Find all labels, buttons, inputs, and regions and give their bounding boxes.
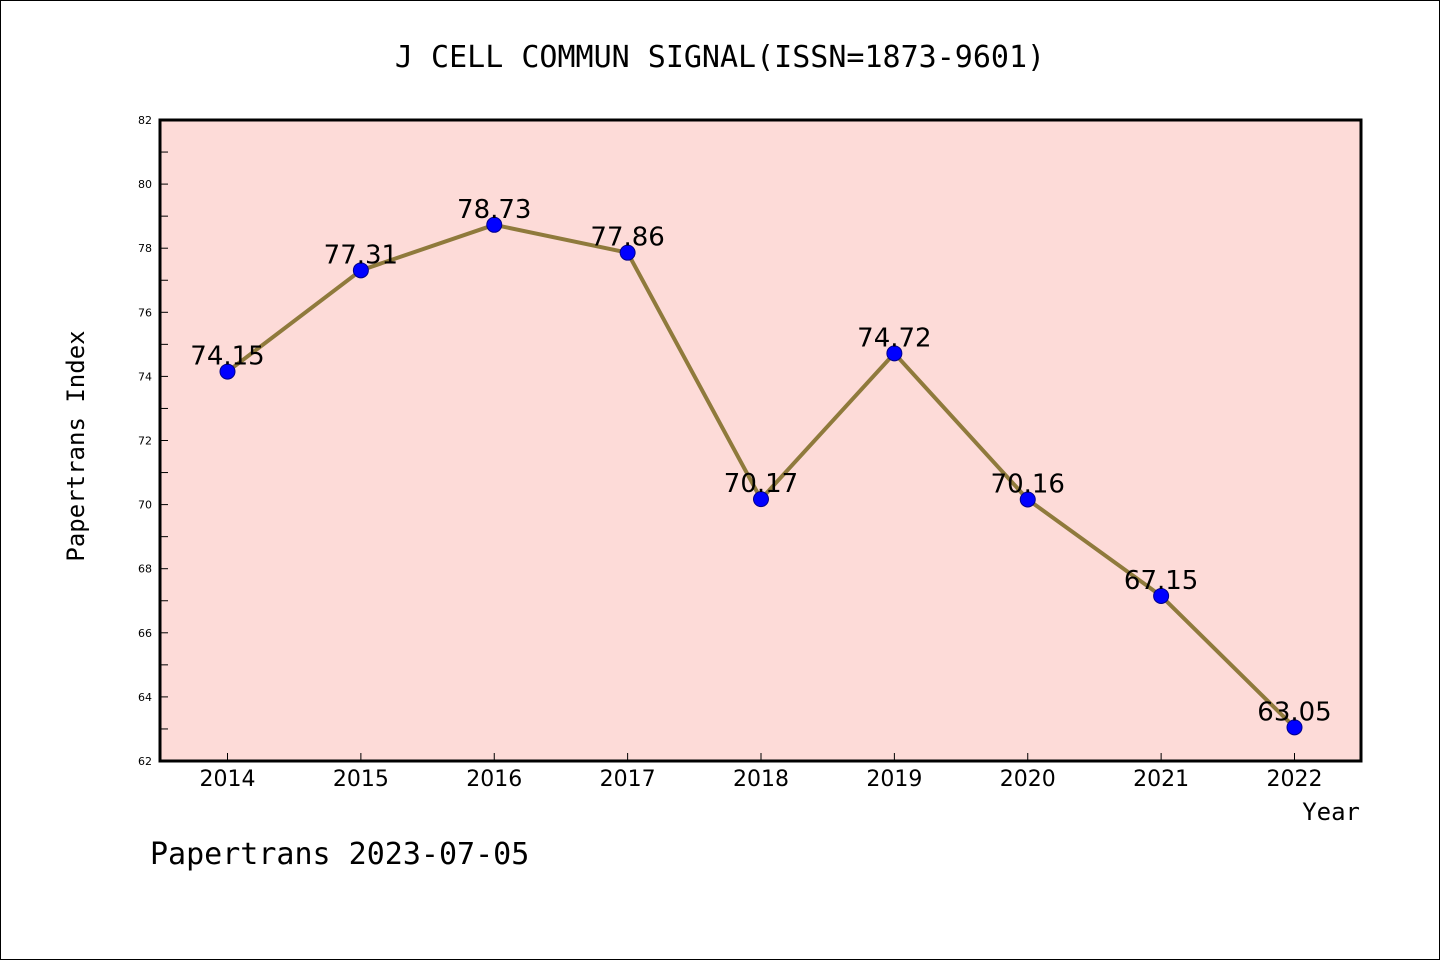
x-tick-label: 2021 (1133, 767, 1189, 792)
x-tick-label: 2018 (733, 767, 789, 792)
chart-title: J CELL COMMUN SIGNAL(ISSN=1873-9601) (395, 40, 1045, 75)
data-point (619, 244, 636, 261)
data-point (1019, 491, 1036, 508)
data-label: 74.72 (857, 323, 931, 353)
y-tick-label: 64 (138, 691, 152, 704)
data-point (1286, 719, 1303, 736)
x-tick-label: 2020 (1000, 767, 1056, 792)
x-axis-ticks: 2014 2015 2016 2017 2018 2019 2020 2021 2022 (200, 753, 1323, 792)
y-tick-label: 78 (138, 242, 152, 255)
series-papertrans-index: 74.15 77.31 78.73 77.86 70.17 74.72 70.16 67.15… (190, 195, 1332, 736)
data-point (486, 216, 503, 233)
x-tick-label: 2016 (466, 767, 522, 792)
x-tick-label: 2022 (1267, 767, 1323, 792)
x-tick-label: 2014 (200, 767, 256, 792)
footer-note: Papertrans 2023-07-05 (150, 837, 529, 872)
y-tick-label: 70 (138, 499, 152, 512)
data-label: 67.15 (1124, 566, 1198, 596)
y-tick-label: 76 (138, 306, 152, 319)
y-tick-label: 62 (138, 755, 152, 768)
x-tick-label: 2017 (600, 767, 656, 792)
data-label: 78.73 (457, 195, 531, 225)
data-point (753, 491, 769, 508)
x-tick-label: 2019 (866, 767, 922, 792)
data-label: 77.86 (590, 223, 664, 253)
data-label: 77.31 (324, 240, 398, 270)
y-tick-label: 74 (138, 370, 152, 383)
plot-area (160, 120, 1361, 761)
y-tick-label: 72 (138, 435, 152, 448)
data-label: 70.16 (991, 469, 1065, 499)
y-axis-label: Papertrans Index (62, 330, 90, 561)
x-axis-label: Year (1302, 798, 1360, 826)
y-tick-label: 66 (138, 627, 152, 640)
data-point (1153, 587, 1170, 604)
data-point (352, 262, 369, 279)
x-tick-label: 2015 (333, 767, 389, 792)
data-label: 70.17 (724, 469, 798, 499)
data-point (219, 363, 236, 380)
y-tick-label: 80 (138, 178, 152, 191)
y-tick-label: 68 (138, 563, 152, 576)
data-point (886, 345, 903, 362)
y-tick-label: 82 (138, 114, 152, 127)
plot-border (158, 118, 1363, 763)
data-label: 74.15 (190, 342, 264, 372)
data-label: 63.05 (1257, 697, 1331, 727)
